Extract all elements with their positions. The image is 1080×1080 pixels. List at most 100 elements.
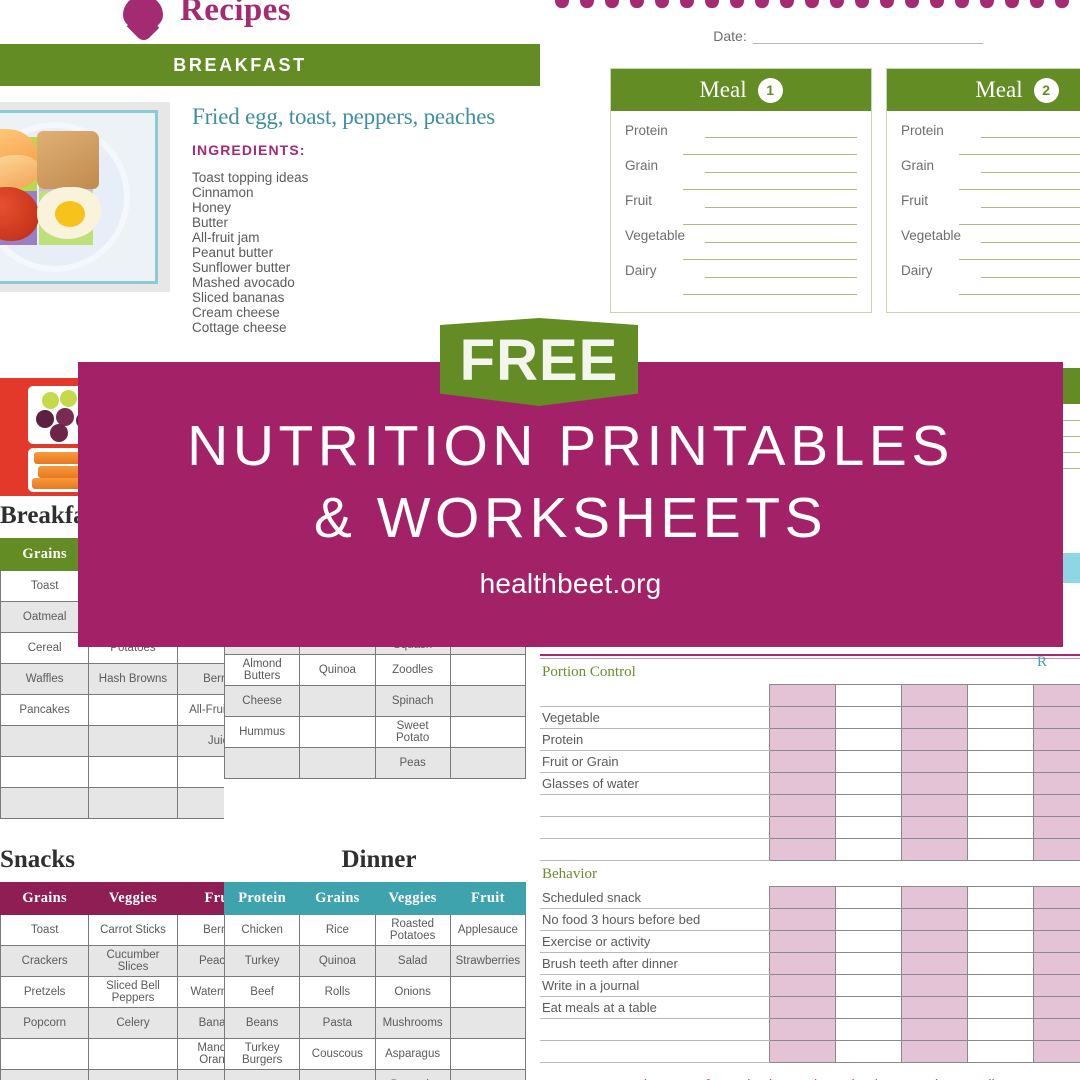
tracker-checkbox-cell[interactable] [901, 772, 968, 795]
table-cell[interactable]: Sliced Bell Peppers [88, 976, 178, 1008]
table-cell[interactable] [449, 654, 527, 686]
table-cell[interactable] [0, 725, 90, 757]
table-cell[interactable]: Quinoa [299, 945, 376, 977]
meal-entry-line-2[interactable] [683, 176, 857, 190]
tracker-checkbox-cell[interactable] [901, 838, 968, 861]
table-cell[interactable]: Spinach [374, 685, 451, 717]
table-cell[interactable]: Toast [0, 914, 90, 946]
tracker-checkbox-cell[interactable] [901, 684, 968, 707]
table-cell[interactable]: Mushrooms [374, 1007, 451, 1039]
tracker-checkbox-cell[interactable] [1033, 952, 1080, 975]
meal-entry-line[interactable] [981, 194, 1080, 208]
tracker-checkbox-cell[interactable] [1033, 1018, 1080, 1041]
table-cell[interactable]: Rice [299, 914, 376, 946]
tracker-checkbox-cell[interactable] [901, 886, 968, 909]
table-cell[interactable]: Chicken [224, 914, 301, 946]
tracker-checkbox-cell[interactable] [967, 930, 1034, 953]
meal-entry-line[interactable] [705, 229, 857, 243]
tracker-checkbox-cell[interactable] [769, 728, 836, 751]
tracker-checkbox-cell[interactable] [1033, 908, 1080, 931]
tracker-checkbox-cell[interactable] [835, 772, 902, 795]
table-cell[interactable]: Roasted Potatoes [374, 914, 451, 946]
tracker-checkbox-cell[interactable] [1033, 772, 1080, 795]
tracker-checkbox-cell[interactable] [835, 930, 902, 953]
table-cell[interactable] [449, 1038, 527, 1070]
tracker-checkbox-cell[interactable] [769, 772, 836, 795]
tracker-checkbox-cell[interactable] [901, 908, 968, 931]
meal-entry-line-2[interactable] [683, 211, 857, 225]
meal-entry-line[interactable] [705, 124, 857, 138]
table-cell[interactable]: Peas [374, 747, 451, 779]
table-cell[interactable] [176, 1069, 228, 1080]
tracker-checkbox-cell[interactable] [835, 838, 902, 861]
table-cell[interactable]: Salad [374, 945, 451, 977]
meal-entry-line[interactable] [705, 264, 857, 278]
table-cell[interactable] [224, 1069, 301, 1080]
meal-entry-line[interactable] [981, 124, 1080, 138]
meal-entry-line[interactable] [705, 194, 857, 208]
tracker-checkbox-cell[interactable] [835, 794, 902, 817]
tracker-checkbox-cell[interactable] [835, 1040, 902, 1063]
table-cell[interactable] [88, 756, 178, 788]
meal-entry-line-2[interactable] [959, 246, 1080, 260]
table-cell[interactable]: Berries [176, 914, 228, 946]
table-cell[interactable]: Onions [374, 976, 451, 1008]
table-cell[interactable] [0, 1069, 90, 1080]
table-cell[interactable]: Beef [224, 976, 301, 1008]
tracker-checkbox-cell[interactable] [769, 930, 836, 953]
tracker-checkbox-cell[interactable] [835, 750, 902, 773]
tracker-checkbox-cell[interactable] [901, 816, 968, 839]
tracker-checkbox-cell[interactable] [901, 1018, 968, 1041]
tracker-checkbox-cell[interactable] [1033, 684, 1080, 707]
tracker-checkbox-cell[interactable] [835, 908, 902, 931]
table-cell[interactable]: Almond Butters [224, 654, 301, 686]
table-cell[interactable] [88, 1069, 178, 1080]
table-cell[interactable]: Applesauce [449, 914, 527, 946]
table-cell[interactable] [88, 1038, 178, 1070]
table-cell[interactable]: Asparagus [374, 1038, 451, 1070]
meal-entry-line[interactable] [981, 229, 1080, 243]
tracker-checkbox-cell[interactable] [835, 886, 902, 909]
table-cell[interactable]: Waffles [0, 663, 90, 695]
tracker-checkbox-cell[interactable] [967, 816, 1034, 839]
table-cell[interactable] [299, 1069, 376, 1080]
tracker-checkbox-cell[interactable] [967, 1018, 1034, 1041]
meal-entry-line-2[interactable] [959, 141, 1080, 155]
tracker-checkbox-cell[interactable] [967, 838, 1034, 861]
tracker-checkbox-cell[interactable] [967, 1040, 1034, 1063]
tracker-checkbox-cell[interactable] [901, 996, 968, 1019]
tracker-checkbox-cell[interactable] [1033, 838, 1080, 861]
tracker-checkbox-cell[interactable] [967, 706, 1034, 729]
tracker-checkbox-cell[interactable] [769, 838, 836, 861]
tracker-checkbox-cell[interactable] [901, 974, 968, 997]
tracker-checkbox-cell[interactable] [967, 974, 1034, 997]
tracker-checkbox-cell[interactable] [1033, 930, 1080, 953]
meal-entry-line-2[interactable] [959, 211, 1080, 225]
tracker-checkbox-cell[interactable] [835, 728, 902, 751]
meal-entry-line-2[interactable] [683, 246, 857, 260]
tracker-checkbox-cell[interactable] [769, 706, 836, 729]
table-cell[interactable]: Cheese [224, 685, 301, 717]
date-input-line[interactable] [752, 29, 983, 44]
tracker-checkbox-cell[interactable] [835, 996, 902, 1019]
table-cell[interactable]: Beans [224, 1007, 301, 1039]
table-cell[interactable]: Watermelon [176, 976, 228, 1008]
table-cell[interactable] [449, 685, 527, 717]
table-cell[interactable] [88, 694, 178, 726]
tracker-checkbox-cell[interactable] [901, 952, 968, 975]
tracker-checkbox-cell[interactable] [967, 886, 1034, 909]
tracker-checkbox-cell[interactable] [967, 908, 1034, 931]
table-cell[interactable]: Pretzels [0, 976, 90, 1008]
table-cell[interactable]: Turkey Burgers [224, 1038, 301, 1070]
meal-entry-line-2[interactable] [959, 281, 1080, 295]
table-cell[interactable]: Rolls [299, 976, 376, 1008]
table-cell[interactable]: Berries [176, 663, 228, 695]
table-cell[interactable] [176, 787, 228, 819]
meal-entry-line-2[interactable] [959, 176, 1080, 190]
table-cell[interactable]: Carrot Sticks [88, 914, 178, 946]
tracker-checkbox-cell[interactable] [1033, 974, 1080, 997]
meal-entry-line[interactable] [705, 159, 857, 173]
meal-entry-line[interactable] [981, 264, 1080, 278]
table-cell[interactable]: Strawberries [449, 945, 527, 977]
table-cell[interactable]: Quinoa [299, 654, 376, 686]
